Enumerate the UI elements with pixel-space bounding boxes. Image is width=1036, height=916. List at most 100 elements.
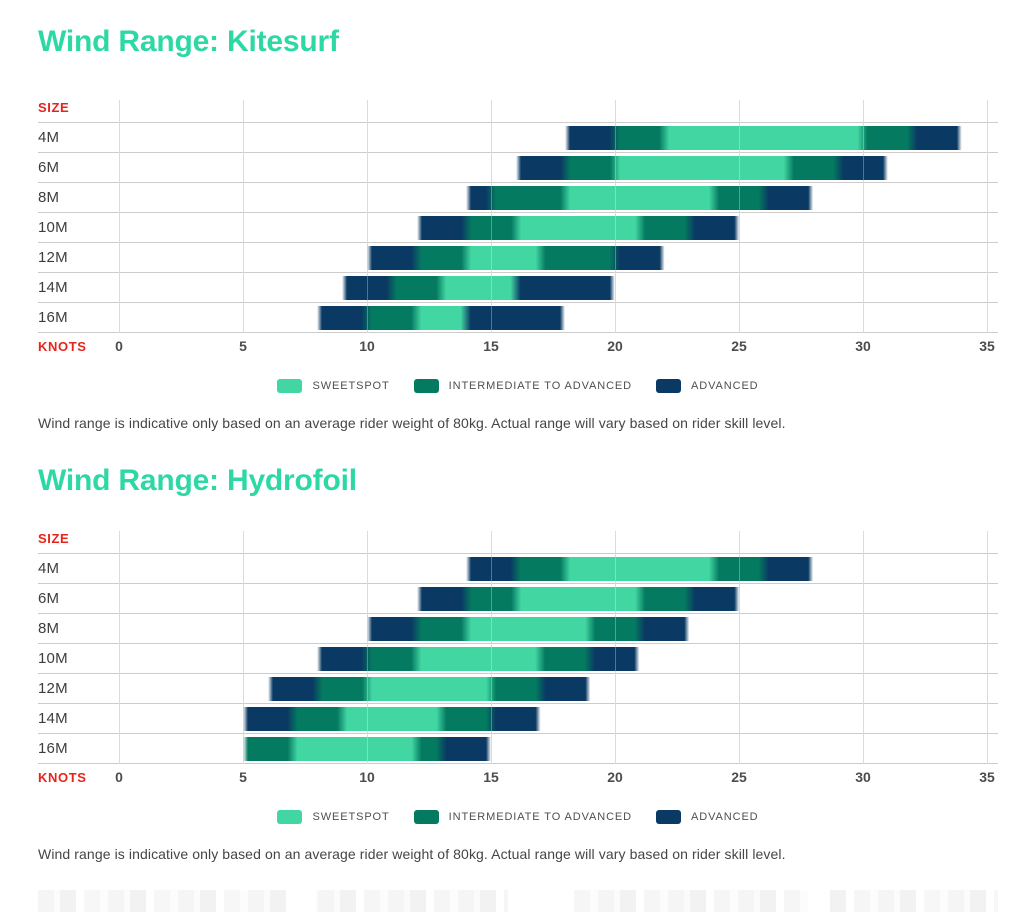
row-label: 12M bbox=[38, 680, 68, 697]
advanced-color-swatch bbox=[656, 379, 682, 393]
axis-tick-5: 5 bbox=[239, 769, 247, 785]
intermediate-color-swatch bbox=[413, 810, 439, 824]
hydrofoil-note: Wind range is indicative only based on a… bbox=[38, 846, 786, 862]
wind-range-bar-14m bbox=[342, 276, 615, 300]
legend-item-advanced: ADVANCED bbox=[656, 810, 759, 824]
legend-label: SWEETSPOT bbox=[312, 811, 390, 823]
legend-label: INTERMEDIATE TO ADVANCED bbox=[448, 380, 633, 392]
legend-item-intermediate: INTERMEDIATE TO ADVANCED bbox=[413, 379, 633, 393]
legend-item-sweetspot: SWEETSPOT bbox=[277, 810, 389, 824]
axis-tick-30: 30 bbox=[855, 769, 871, 785]
axis-tick-30: 30 bbox=[855, 338, 871, 354]
sweetspot-color-swatch bbox=[277, 810, 303, 824]
cutoff-gap bbox=[808, 890, 830, 912]
bar-row-4m: 4M bbox=[38, 554, 998, 584]
row-label: 4M bbox=[38, 560, 60, 577]
cutoff-gap bbox=[288, 890, 316, 912]
bar-row-8m: 8M bbox=[38, 614, 998, 644]
wind-range-bar-8m bbox=[367, 617, 690, 641]
size-header-row: SIZE bbox=[38, 100, 998, 123]
knots-axis-row: KNOTS 0 5 10 15 20 25 30 35 bbox=[38, 333, 998, 359]
axis-tick-15: 15 bbox=[483, 338, 499, 354]
row-label: 10M bbox=[38, 650, 68, 667]
wind-range-bar-4m bbox=[565, 126, 963, 150]
row-label: 6M bbox=[38, 159, 60, 176]
kitesurf-chart-title: Wind Range: Kitesurf bbox=[38, 25, 339, 58]
axis-tick-35: 35 bbox=[979, 769, 995, 785]
bar-row-16m: 16M bbox=[38, 303, 998, 333]
wind-range-bar-6m bbox=[515, 156, 888, 180]
wind-range-bar-8m bbox=[466, 186, 814, 210]
advanced-color-swatch bbox=[656, 810, 682, 824]
legend-item-intermediate: INTERMEDIATE TO ADVANCED bbox=[413, 810, 633, 824]
hydrofoil-chart-grid: SIZE 4M 6M 8M 10M 12M 14M 16M bbox=[38, 531, 998, 764]
row-label: 8M bbox=[38, 620, 60, 637]
wind-range-bar-4m bbox=[466, 557, 814, 581]
wind-range-bar-14m bbox=[243, 707, 541, 731]
row-label: 6M bbox=[38, 590, 60, 607]
axis-tick-15: 15 bbox=[483, 769, 499, 785]
hydrofoil-chart: SIZE 4M 6M 8M 10M 12M 14M 16M KNOTS 0 5 10 15 20 25… bbox=[38, 531, 998, 824]
legend-label: SWEETSPOT bbox=[312, 380, 390, 392]
row-label: 4M bbox=[38, 129, 60, 146]
wind-range-bar-16m bbox=[317, 306, 566, 330]
legend-label: ADVANCED bbox=[691, 380, 759, 392]
legend-item-advanced: ADVANCED bbox=[656, 379, 759, 393]
bar-rows: 4M 6M 8M 10M 12M 14M 16M bbox=[38, 123, 998, 333]
cutoff-content-strip bbox=[38, 890, 998, 912]
bar-row-6m: 6M bbox=[38, 153, 998, 183]
wind-range-bar-6m bbox=[416, 587, 739, 611]
bar-row-14m: 14M bbox=[38, 704, 998, 734]
axis-tick-10: 10 bbox=[359, 338, 375, 354]
axis-tick-35: 35 bbox=[979, 338, 995, 354]
wind-range-bar-12m bbox=[267, 677, 591, 701]
axis-tick-25: 25 bbox=[731, 338, 747, 354]
wind-range-bar-16m bbox=[243, 737, 491, 761]
bar-row-12m: 12M bbox=[38, 243, 998, 273]
knots-axis-label: KNOTS bbox=[38, 339, 87, 354]
wind-range-bar-10m bbox=[416, 216, 739, 240]
legend-label: ADVANCED bbox=[691, 811, 759, 823]
kitesurf-note: Wind range is indicative only based on a… bbox=[38, 415, 786, 431]
bar-row-8m: 8M bbox=[38, 183, 998, 213]
knots-axis-label: KNOTS bbox=[38, 770, 87, 785]
hydrofoil-chart-title: Wind Range: Hydrofoil bbox=[38, 464, 357, 497]
row-label: 14M bbox=[38, 710, 68, 727]
axis-tick-25: 25 bbox=[731, 769, 747, 785]
bar-row-10m: 10M bbox=[38, 644, 998, 674]
size-header-row: SIZE bbox=[38, 531, 998, 554]
axis-tick-0: 0 bbox=[115, 338, 123, 354]
size-axis-label: SIZE bbox=[38, 531, 70, 546]
kitesurf-chart: SIZE 4M 6M 8M 10M 12M 14M 16M KNOTS 0 5 10 15 20 25… bbox=[38, 100, 998, 393]
axis-tick-0: 0 bbox=[115, 769, 123, 785]
axis-tick-20: 20 bbox=[607, 769, 623, 785]
size-axis-label: SIZE bbox=[38, 100, 70, 115]
bar-row-16m: 16M bbox=[38, 734, 998, 764]
kitesurf-chart-grid: SIZE 4M 6M 8M 10M 12M 14M 16M bbox=[38, 100, 998, 333]
row-label: 8M bbox=[38, 189, 60, 206]
wind-range-bar-10m bbox=[317, 647, 640, 671]
legend-item-sweetspot: SWEETSPOT bbox=[277, 379, 389, 393]
bar-rows: 4M 6M 8M 10M 12M 14M 16M bbox=[38, 554, 998, 764]
row-label: 12M bbox=[38, 249, 68, 266]
knots-axis-row: KNOTS 0 5 10 15 20 25 30 35 bbox=[38, 764, 998, 790]
row-label: 14M bbox=[38, 279, 68, 296]
bar-row-14m: 14M bbox=[38, 273, 998, 303]
legend-label: INTERMEDIATE TO ADVANCED bbox=[448, 811, 633, 823]
sweetspot-color-swatch bbox=[277, 379, 303, 393]
hydrofoil-legend: SWEETSPOT INTERMEDIATE TO ADVANCED ADVANCE… bbox=[38, 810, 998, 824]
row-label: 10M bbox=[38, 219, 68, 236]
axis-tick-20: 20 bbox=[607, 338, 623, 354]
bar-row-6m: 6M bbox=[38, 584, 998, 614]
axis-tick-5: 5 bbox=[239, 338, 247, 354]
cutoff-gap bbox=[508, 890, 568, 912]
intermediate-color-swatch bbox=[413, 379, 439, 393]
bar-row-4m: 4M bbox=[38, 123, 998, 153]
row-label: 16M bbox=[38, 740, 68, 757]
wind-range-bar-12m bbox=[367, 246, 665, 270]
axis-tick-10: 10 bbox=[359, 769, 375, 785]
kitesurf-legend: SWEETSPOT INTERMEDIATE TO ADVANCED ADVANCE… bbox=[38, 379, 998, 393]
bar-row-12m: 12M bbox=[38, 674, 998, 704]
row-label: 16M bbox=[38, 309, 68, 326]
